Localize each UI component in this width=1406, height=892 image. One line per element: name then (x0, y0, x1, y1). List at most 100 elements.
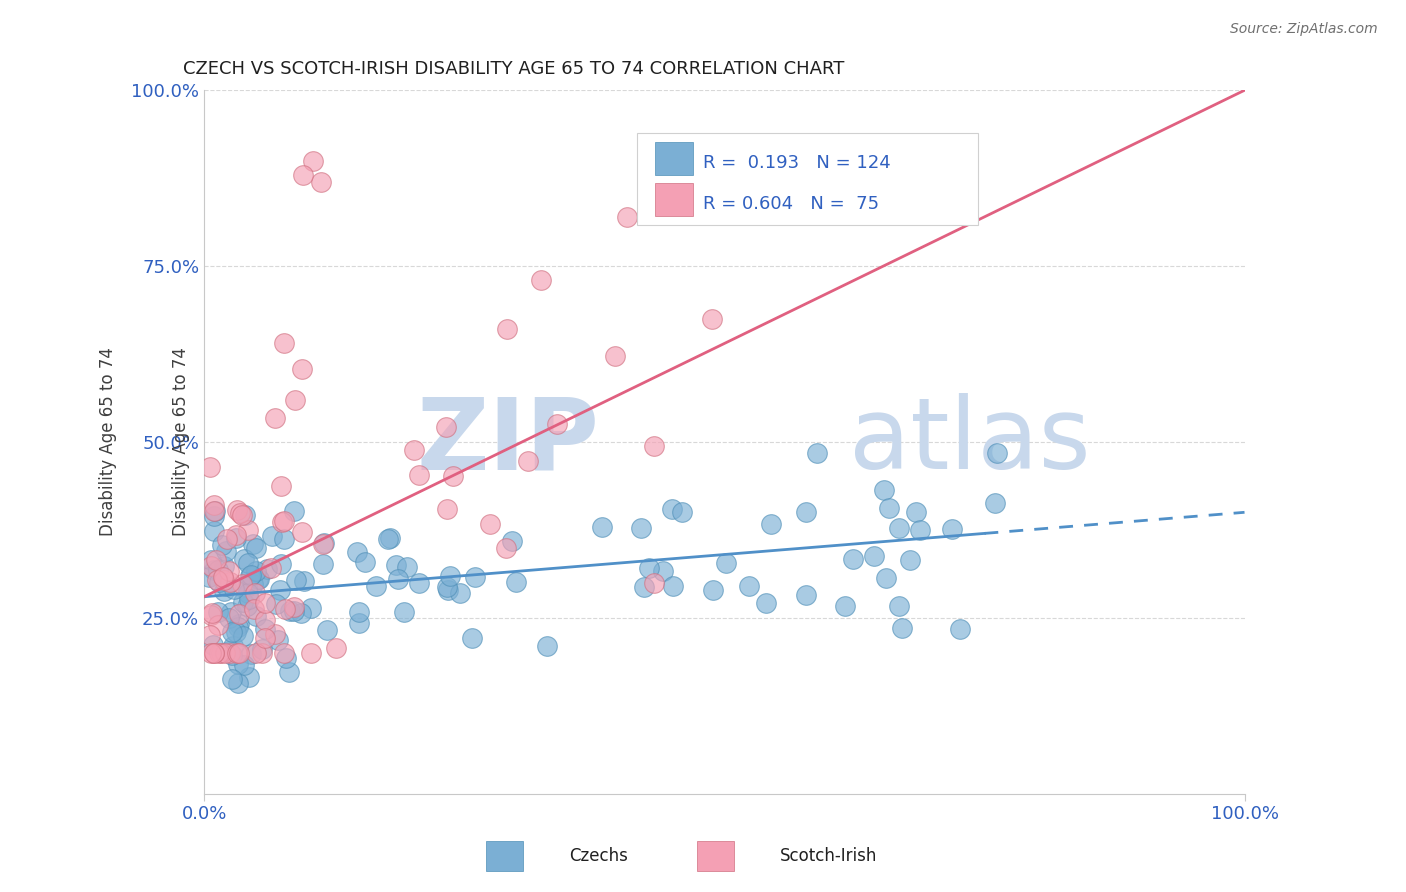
Point (312, 558, 335, 572)
Point (239, 568, 262, 582)
Text: atlas: atlas (849, 393, 1091, 491)
Point (205, 573, 228, 587)
Point (202, 646, 225, 660)
Point (436, 583, 458, 598)
Point (215, 579, 238, 593)
Point (239, 569, 262, 583)
Point (226, 619, 249, 633)
Point (202, 524, 225, 538)
Point (530, 273, 553, 287)
Point (228, 616, 250, 631)
Point (890, 620, 912, 634)
Point (214, 646, 236, 660)
Point (198, 460, 221, 475)
Point (254, 613, 277, 627)
Point (495, 321, 517, 335)
Point (283, 504, 305, 518)
Point (256, 562, 278, 576)
Point (591, 520, 613, 534)
Point (221, 648, 243, 662)
Point (214, 558, 236, 573)
Point (260, 560, 283, 574)
Point (212, 569, 235, 583)
Point (443, 469, 465, 483)
Point (863, 549, 886, 563)
Point (290, 606, 312, 620)
Point (292, 574, 315, 589)
Point (207, 563, 229, 577)
Point (395, 559, 418, 574)
Point (291, 362, 314, 376)
Point (270, 479, 292, 493)
Point (449, 585, 471, 599)
Point (215, 533, 238, 547)
Point (219, 575, 242, 590)
Point (247, 572, 270, 586)
Point (700, 311, 723, 326)
Point (263, 411, 285, 425)
Point (245, 609, 267, 624)
Point (505, 574, 527, 589)
Point (325, 640, 347, 655)
Point (759, 516, 782, 531)
Point (402, 442, 425, 457)
Point (702, 582, 724, 597)
Point (380, 531, 402, 545)
Point (198, 570, 221, 584)
Point (212, 573, 235, 587)
Point (501, 533, 523, 548)
Point (273, 514, 295, 528)
Point (222, 582, 245, 596)
Point (207, 618, 229, 632)
Point (236, 556, 259, 570)
Point (207, 574, 229, 589)
Point (233, 508, 256, 522)
Point (392, 606, 415, 620)
Point (202, 504, 225, 518)
Point (229, 506, 252, 520)
Point (245, 541, 267, 555)
Point (214, 544, 236, 558)
Point (228, 646, 250, 660)
Point (461, 631, 484, 645)
Point (254, 622, 277, 636)
Point (263, 627, 285, 641)
Point (226, 657, 249, 672)
Point (643, 439, 665, 453)
Point (738, 579, 761, 593)
Text: ZIP: ZIP (416, 393, 599, 491)
Point (910, 524, 932, 538)
Point (225, 624, 247, 639)
Point (246, 572, 269, 586)
Point (232, 657, 254, 672)
Point (436, 580, 458, 594)
Point (222, 639, 245, 653)
Point (755, 596, 778, 610)
Point (904, 505, 927, 519)
Point (661, 502, 683, 516)
Point (875, 571, 897, 585)
Point (207, 605, 229, 619)
Point (242, 577, 264, 591)
Point (671, 504, 693, 518)
Point (236, 580, 259, 594)
Point (225, 528, 247, 542)
Point (218, 611, 240, 625)
Point (877, 501, 900, 516)
Point (662, 579, 685, 593)
Point (245, 564, 267, 578)
Point (200, 607, 222, 622)
Point (949, 622, 972, 636)
Point (231, 577, 253, 591)
Point (366, 579, 388, 593)
Point (633, 580, 655, 594)
Point (291, 525, 314, 540)
Point (208, 646, 231, 660)
Point (226, 502, 249, 516)
Point (276, 651, 298, 665)
Point (202, 509, 225, 524)
Point (314, 536, 336, 550)
Point (238, 523, 260, 537)
Point (278, 604, 301, 618)
Point (264, 597, 287, 611)
